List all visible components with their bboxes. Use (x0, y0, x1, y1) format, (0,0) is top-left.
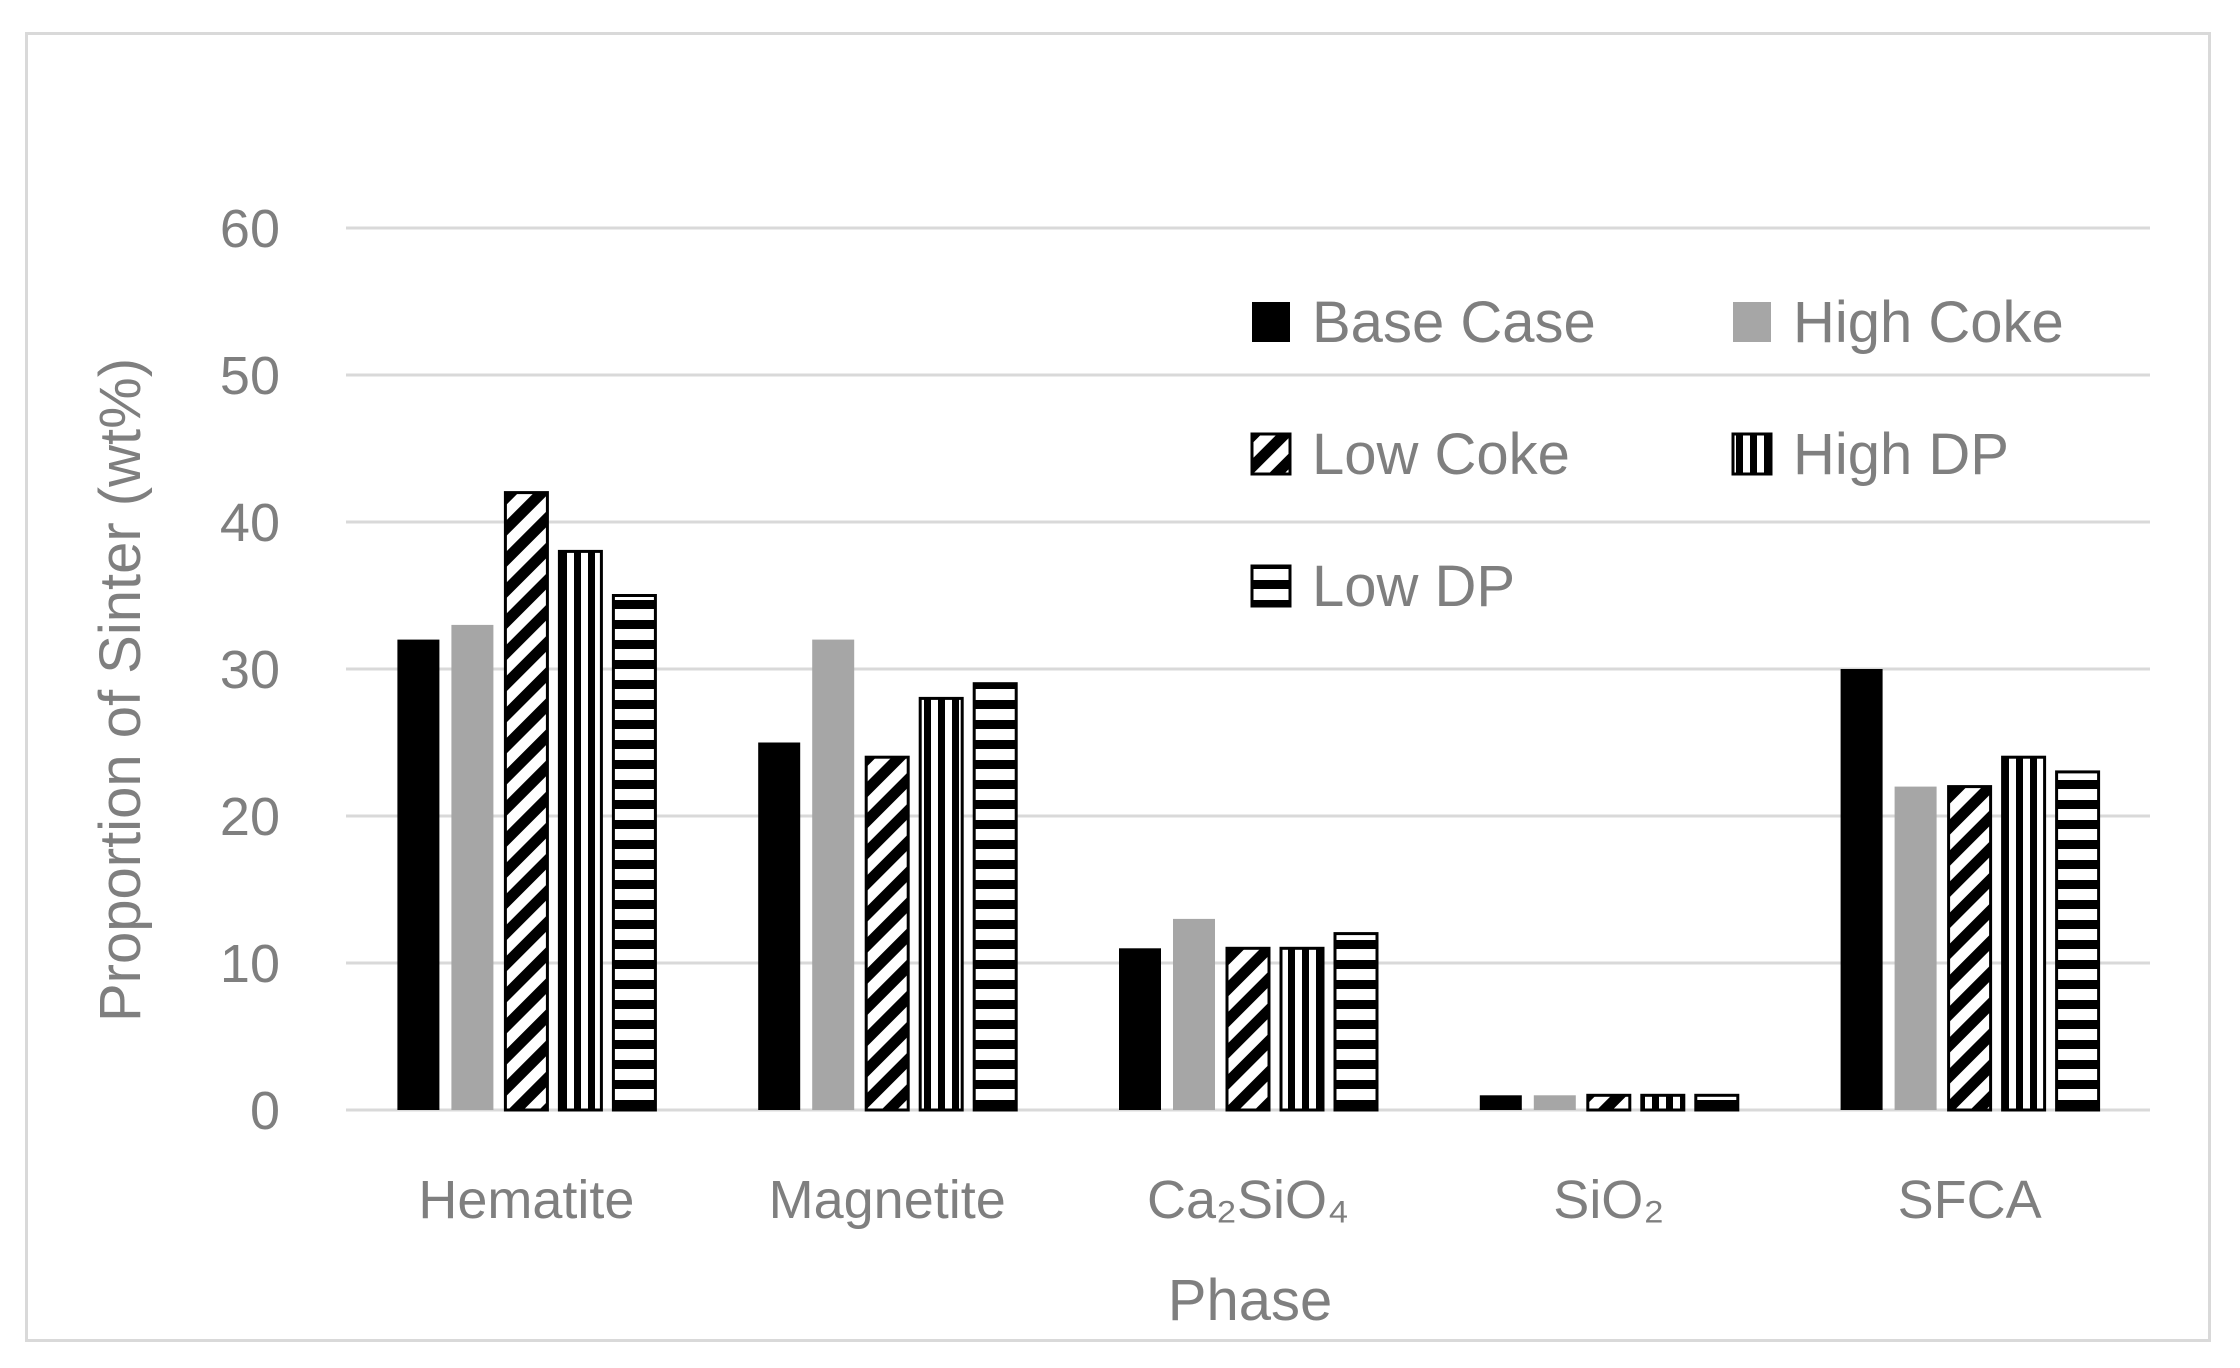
bar-high-dp (1640, 1093, 1686, 1112)
y-tick-label: 30 (220, 640, 280, 700)
bar-high-coke (812, 639, 855, 1110)
legend-label: High DP (1793, 422, 2009, 487)
bar-low-coke (1225, 946, 1271, 1112)
x-tick-label: Ca₂SiO₄ (1147, 1170, 1349, 1230)
bar-high-coke (1894, 786, 1937, 1110)
legend-swatch (1731, 432, 1773, 476)
legend-swatch (1250, 432, 1292, 476)
x-tick-label: SFCA (1898, 1170, 2042, 1230)
x-tick-label: SiO₂ (1553, 1170, 1664, 1230)
bar-base-case (1840, 669, 1883, 1110)
legend-label: Base Case (1312, 290, 1596, 355)
bar-base-case (758, 742, 801, 1110)
y-tick-label: 20 (220, 787, 280, 847)
bar-high-dp (1279, 946, 1325, 1112)
y-axis-title: Proportion of Sinter (wt%) (88, 358, 153, 1022)
bar-high-coke (1533, 1095, 1576, 1110)
bars (397, 491, 2101, 1112)
x-tick-label: Hematite (418, 1170, 634, 1230)
y-tick-label: 40 (220, 493, 280, 553)
bar-base-case (1119, 948, 1161, 1110)
legend-item: Low DP (1250, 554, 1515, 619)
y-tick-label: 10 (220, 934, 280, 994)
x-tick-label: Magnetite (769, 1170, 1006, 1230)
bar-low-dp (611, 594, 657, 1112)
bar-base-case (397, 639, 440, 1110)
bar-low-coke (503, 491, 549, 1112)
legend-label: High Coke (1793, 290, 2064, 355)
bar-high-coke (1173, 918, 1215, 1110)
y-tick-label: 60 (220, 199, 280, 259)
legend-label: Low Coke (1312, 422, 1570, 487)
bar-low-dp (972, 682, 1018, 1112)
y-axis-ticks: 0 10 20 30 40 50 60 (220, 199, 280, 1141)
bar-low-dp (1333, 932, 1379, 1112)
legend-item: Low Coke (1250, 422, 1570, 487)
legend-swatch (1733, 302, 1771, 342)
bar-low-dp (1694, 1093, 1740, 1112)
x-axis-title: Phase (1168, 1268, 1332, 1333)
legend-item: Base Case (1252, 290, 1596, 355)
legend-swatch (1250, 564, 1292, 608)
bar-low-coke (1947, 785, 1993, 1112)
legend-item: High Coke (1733, 290, 2064, 355)
bar-high-coke (451, 624, 494, 1110)
legend: Base Case High Coke Low Coke High DP Low DP (1250, 290, 2064, 619)
legend-item: High DP (1731, 422, 2009, 487)
bar-high-dp (557, 549, 603, 1112)
legend-swatch (1252, 302, 1290, 342)
bar-low-dp (2055, 770, 2101, 1112)
bar-high-dp (918, 696, 964, 1112)
y-tick-label: 0 (250, 1081, 280, 1141)
bar-base-case (1479, 1095, 1522, 1110)
bar-high-dp (2001, 755, 2047, 1112)
bar-low-coke (1586, 1093, 1632, 1112)
y-tick-label: 50 (220, 346, 280, 406)
x-axis-ticks: Hematite Magnetite Ca₂SiO₄ SiO₂ SFCA (418, 1170, 2041, 1230)
bar-low-coke (864, 755, 910, 1112)
legend-label: Low DP (1312, 554, 1515, 619)
